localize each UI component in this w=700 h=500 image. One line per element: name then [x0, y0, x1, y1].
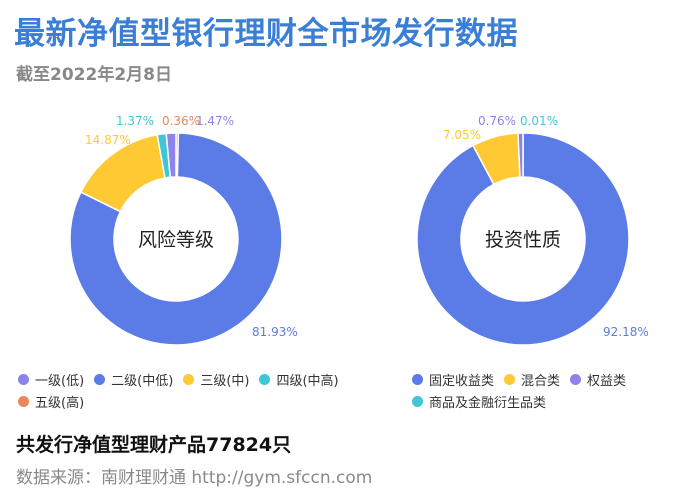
- invest-slice-1: [416, 132, 630, 346]
- legend-row: 五级(高): [18, 390, 348, 412]
- invest-slice-label-3: 0.76%: [478, 114, 516, 128]
- legend-label: 一级(低): [35, 373, 85, 389]
- page-title: 最新净值型银行理财全市场发行数据: [14, 16, 518, 52]
- legend-dot-icon: [504, 373, 516, 385]
- risk-slice-4: [165, 132, 177, 179]
- invest-center-label: 投资性质: [485, 229, 561, 251]
- legend-label: 权益类: [587, 373, 627, 389]
- risk-slice-1: [69, 132, 283, 346]
- risk-slice-label-2: 14.87%: [85, 133, 131, 147]
- risk-legend-item-4[interactable]: 五级(高): [18, 392, 84, 411]
- risk-legend-item-3[interactable]: 四级(中高): [259, 370, 339, 389]
- legend-label: 商品及金融衍生品类: [429, 395, 547, 411]
- legend-row: 一级(低) 二级(中低) 三级(中) 四级(中高): [18, 368, 348, 390]
- risk-slice-label-0: 0.36%: [162, 114, 200, 128]
- legend-dot-icon: [570, 373, 582, 385]
- risk-slice-label-3: 1.37%: [116, 114, 154, 128]
- risk-legend-item-2[interactable]: 三级(中): [183, 370, 249, 389]
- invest-slice-label-0: 0.01%: [520, 114, 558, 128]
- risk-level-legend: 一级(低) 二级(中低) 三级(中) 四级(中高) 五级(高): [18, 368, 348, 412]
- legend-dot-icon: [259, 373, 271, 385]
- legend-dot-icon: [94, 373, 106, 385]
- legend-row: 商品及金融衍生品类: [412, 390, 692, 412]
- risk-slice-label-4: 1.47%: [196, 114, 234, 128]
- risk-legend-item-1[interactable]: 二级(中低): [94, 370, 173, 389]
- invest-legend-item-1[interactable]: 混合类: [504, 370, 560, 389]
- legend-label: 三级(中): [200, 373, 250, 389]
- legend-dot-icon: [18, 373, 29, 385]
- date-subtitle: 截至2022年2月8日: [16, 65, 172, 85]
- invest-legend-item-2[interactable]: 权益类: [570, 370, 626, 389]
- legend-row: 固定收益类 混合类 权益类: [412, 368, 692, 390]
- legend-label: 五级(高): [35, 395, 85, 411]
- risk-slice-label-1: 81.93%: [252, 325, 298, 339]
- legend-label: 四级(中高): [276, 373, 339, 389]
- investment-type-legend: 固定收益类 混合类 权益类商品及金融衍生品类: [412, 368, 692, 412]
- legend-dot-icon: [412, 373, 423, 385]
- legend-dot-icon: [18, 395, 29, 407]
- data-source-text: 数据来源：南财理财通 http://gym.sfccn.com: [16, 468, 373, 488]
- legend-label: 二级(中低): [111, 373, 174, 389]
- risk-legend-item-0[interactable]: 一级(低): [18, 370, 84, 389]
- legend-dot-icon: [183, 373, 195, 385]
- invest-legend-item-3[interactable]: 商品及金融衍生品类: [412, 392, 546, 411]
- invest-slice-label-2: 7.05%: [443, 128, 481, 142]
- invest-slice-3: [517, 132, 524, 178]
- legend-label: 固定收益类: [429, 373, 495, 389]
- invest-slice-label-1: 92.18%: [603, 325, 649, 339]
- risk-center-label: 风险等级: [138, 229, 214, 251]
- legend-dot-icon: [412, 395, 423, 407]
- invest-legend-item-0[interactable]: 固定收益类: [412, 370, 494, 389]
- legend-label: 混合类: [521, 373, 561, 389]
- total-products-text: 共发行净值型理财产品77824只: [16, 434, 292, 456]
